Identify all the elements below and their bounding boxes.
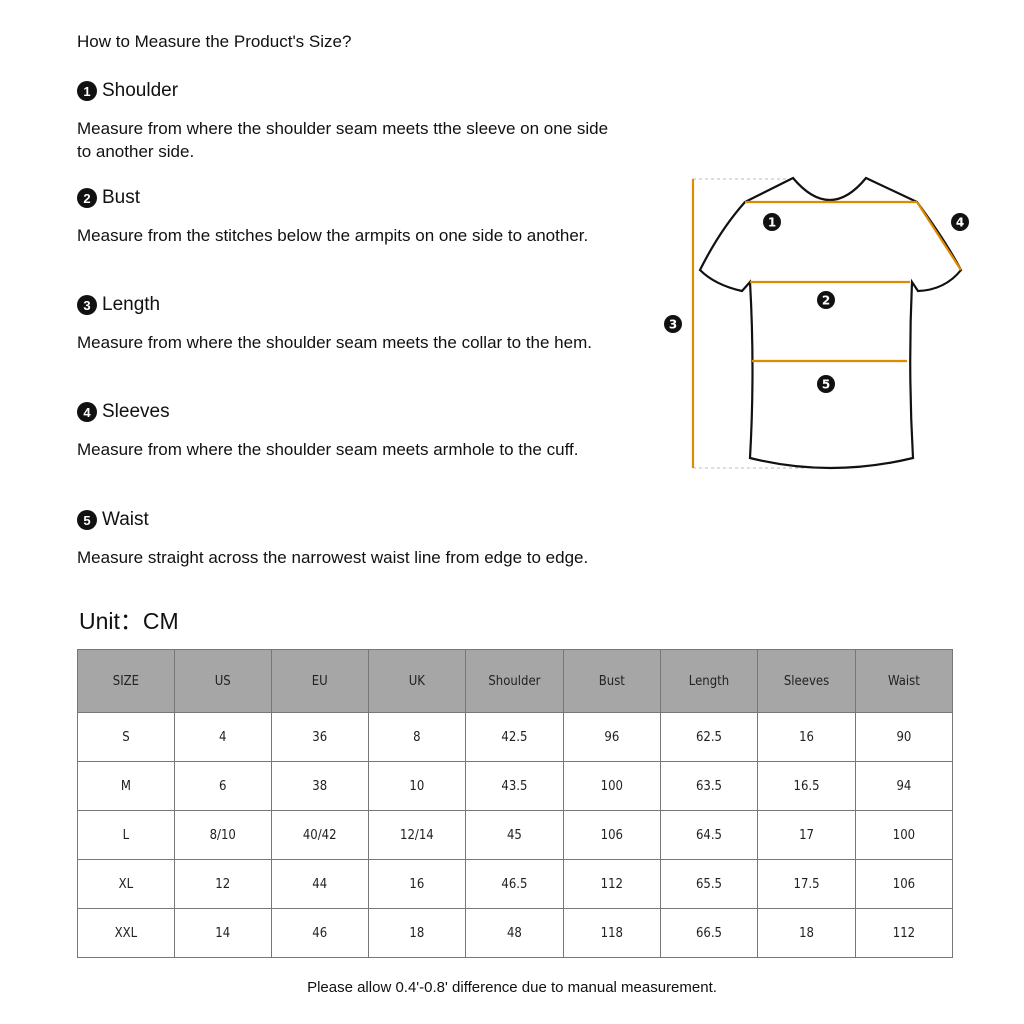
section-title: Length xyxy=(102,294,161,315)
column-header: EU xyxy=(270,649,369,713)
table-cell: XXL xyxy=(77,908,175,958)
table-cell: XL xyxy=(77,859,175,909)
table-cell: 6 xyxy=(173,761,272,811)
sleeve-line xyxy=(916,201,962,271)
page-title: How to Measure the Product's Size? xyxy=(77,32,352,51)
table-cell: 12 xyxy=(173,859,272,909)
section-description: Measure from where the shoulder seam mee… xyxy=(77,333,592,352)
table-header: SIZE US EU UK Shoulder Bust Length Sleeves Waist xyxy=(77,649,954,713)
table-cell: 118 xyxy=(562,908,661,958)
tshirt-outline xyxy=(698,176,963,470)
marker-label: 1 xyxy=(768,216,776,230)
table-cell: 90 xyxy=(854,712,954,762)
table-cell: 16.5 xyxy=(757,761,856,811)
table-cell: 100 xyxy=(854,810,954,860)
measure-lines xyxy=(691,179,962,468)
table-cell: 44 xyxy=(270,859,369,909)
table-cell: 14 xyxy=(173,908,272,958)
section-description: Measure straight across the narrowest wa… xyxy=(77,548,589,567)
table-row: XL 12 44 16 46.5 112 65.5 17.5 106 xyxy=(77,859,954,909)
column-header: US xyxy=(173,649,272,713)
table-row: M 6 38 10 43.5 100 63.5 16.5 94 xyxy=(77,761,954,811)
marker-label: 3 xyxy=(669,318,677,332)
section-heading-sleeves: 4 Sleeves xyxy=(77,401,170,423)
table-cell: 112 xyxy=(854,908,954,958)
section-heading-waist: 5 Waist xyxy=(77,509,149,531)
table-cell: 10 xyxy=(367,761,466,811)
table-cell: 106 xyxy=(854,859,954,909)
table-cell: 46 xyxy=(270,908,369,958)
size-table: SIZE US EU UK Shoulder Bust Length Sleeves Waist… xyxy=(77,649,954,958)
table-cell: 42.5 xyxy=(464,712,564,762)
column-header: Waist xyxy=(854,649,954,713)
table-row: S 4 36 8 42.5 96 62.5 16 90 xyxy=(77,712,954,762)
table-cell: 46.5 xyxy=(464,859,564,909)
number-badge-icon: 3 xyxy=(77,295,97,315)
column-header: UK xyxy=(367,649,466,713)
table-cell: 17 xyxy=(757,810,856,860)
marker-label: 5 xyxy=(822,378,830,392)
table-cell: 45 xyxy=(464,810,564,860)
number-badge-icon: 2 xyxy=(77,188,97,208)
section-title: Waist xyxy=(102,509,149,530)
table-cell: 94 xyxy=(854,761,954,811)
column-header: Bust xyxy=(562,649,661,713)
table-cell: 63.5 xyxy=(659,761,759,811)
table-cell: 66.5 xyxy=(659,908,759,958)
column-header: Length xyxy=(659,649,759,713)
marker-5-icon xyxy=(817,375,835,393)
section-description: Measure from where the shoulder seam mee… xyxy=(77,119,609,161)
table-cell: 112 xyxy=(562,859,661,909)
table-cell: 62.5 xyxy=(659,712,759,762)
table-cell: 18 xyxy=(367,908,466,958)
table-cell: 16 xyxy=(757,712,856,762)
table-cell: 16 xyxy=(367,859,466,909)
table-cell: S xyxy=(77,712,175,762)
table-cell: 18 xyxy=(757,908,856,958)
table-cell: 8/10 xyxy=(173,810,272,860)
marker-3-icon xyxy=(664,315,682,333)
column-header: Shoulder xyxy=(464,649,564,713)
table-cell: 100 xyxy=(562,761,661,811)
table-cell: 65.5 xyxy=(659,859,759,909)
number-badge-icon: 1 xyxy=(77,81,97,101)
table-cell: 8 xyxy=(367,712,466,762)
section-title: Sleeves xyxy=(102,401,170,422)
section-description: Measure from the stitches below the armp… xyxy=(77,226,589,245)
section-description: Measure from where the shoulder seam mee… xyxy=(77,440,579,459)
table-cell: 36 xyxy=(270,712,369,762)
column-header: SIZE xyxy=(77,649,175,713)
column-header: Sleeves xyxy=(757,649,856,713)
marker-1-icon xyxy=(763,213,781,231)
table-cell: 12/14 xyxy=(367,810,466,860)
table-cell: 64.5 xyxy=(659,810,759,860)
marker-label: 2 xyxy=(822,294,830,308)
table-cell: 4 xyxy=(173,712,272,762)
unit-label: Unit：CM xyxy=(79,608,179,634)
measurement-note: Please allow 0.4'-0.8' difference due to… xyxy=(307,979,717,996)
section-heading-bust: 2 Bust xyxy=(77,187,140,209)
table-row: L 8/10 40/42 12/14 45 106 64.5 17 100 xyxy=(77,810,954,860)
marker-label: 4 xyxy=(956,216,964,230)
table-cell: 48 xyxy=(464,908,564,958)
table-cell: 43.5 xyxy=(464,761,564,811)
table-cell: 96 xyxy=(562,712,661,762)
section-heading-length: 3 Length xyxy=(77,294,160,316)
table-row: XXL 14 46 18 48 118 66.5 18 112 xyxy=(77,908,954,958)
table-cell: 106 xyxy=(562,810,661,860)
table-cell: 40/42 xyxy=(270,810,369,860)
table-cell: M xyxy=(77,761,175,811)
marker-2-icon xyxy=(817,291,835,309)
marker-4-icon xyxy=(951,213,969,231)
number-badge-icon: 5 xyxy=(77,510,97,530)
table-cell: 38 xyxy=(270,761,369,811)
table-cell: L xyxy=(77,810,175,860)
section-title: Shoulder xyxy=(102,80,179,101)
number-badge-icon: 4 xyxy=(77,402,97,422)
section-title: Bust xyxy=(102,187,141,208)
section-heading-shoulder: 1 Shoulder xyxy=(77,80,178,102)
table-cell: 17.5 xyxy=(757,859,856,909)
